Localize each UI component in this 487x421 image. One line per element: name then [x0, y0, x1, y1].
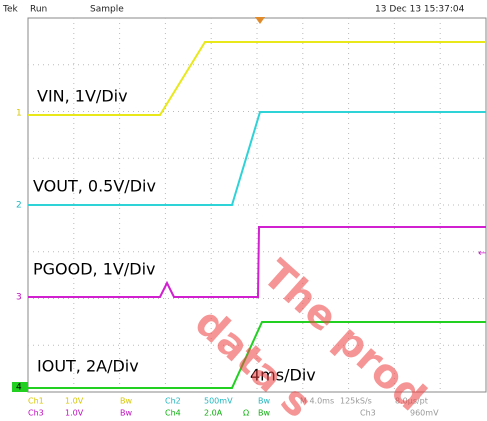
status-text: Ch3 — [360, 409, 376, 418]
acq-mode: Sample — [90, 5, 124, 15]
channel-marker: 1 — [16, 109, 22, 119]
trace-label: VIN, 1V/Div — [37, 87, 128, 106]
iout-trace — [28, 321, 486, 389]
status-text: Bw — [120, 409, 132, 418]
status-text: Ω — [243, 409, 249, 418]
channel-marker: 3 — [16, 293, 22, 303]
status-text: 960mV — [410, 409, 439, 418]
status-text: Ch3 — [28, 409, 44, 418]
status-text: Bw — [258, 397, 270, 406]
status-text: Ch2 — [165, 397, 181, 406]
marker-bg — [12, 382, 28, 392]
channel-markers: 1 2 3 4 — [12, 109, 28, 393]
status-text: 1.0V — [65, 409, 84, 418]
run-state: Run — [30, 5, 47, 15]
timestamp: 13 Dec 13 15:37:04 — [375, 5, 465, 15]
trigger-marker — [255, 17, 265, 24]
status-text: 500mV — [204, 397, 233, 406]
channel-marker: 4 — [16, 383, 22, 393]
status-text: Ch4 — [165, 409, 181, 418]
trace-label: IOUT, 2A/Div — [37, 357, 139, 376]
channel-marker: 2 — [16, 201, 22, 211]
status-text: Ch1 — [28, 397, 44, 406]
brand: Tek — [2, 5, 19, 15]
status-text: 125kS/s — [340, 397, 372, 406]
trace-label: VOUT, 0.5V/Div — [33, 177, 156, 196]
status-text: 1.0V — [65, 397, 84, 406]
status-text: Bw — [258, 409, 270, 418]
status-text: 8.0μs/pt — [395, 397, 428, 406]
status-text: M 4.0ms — [300, 397, 334, 406]
pgood-trace — [28, 226, 486, 298]
status-bar: Ch1 1.0V Bw Ch2 500mV Bw M 4.0ms 125kS/s 8.0μs/p… — [28, 397, 439, 418]
timebase-label: 4ms/Div — [250, 366, 316, 385]
vout-trace — [28, 111, 486, 206]
ref-arrow: ← — [478, 248, 486, 259]
status-text: Bw — [120, 397, 132, 406]
status-text: 2.0A — [204, 409, 223, 418]
vin-trace — [28, 41, 486, 116]
trace-label: PGOOD, 1V/Div — [33, 260, 155, 279]
